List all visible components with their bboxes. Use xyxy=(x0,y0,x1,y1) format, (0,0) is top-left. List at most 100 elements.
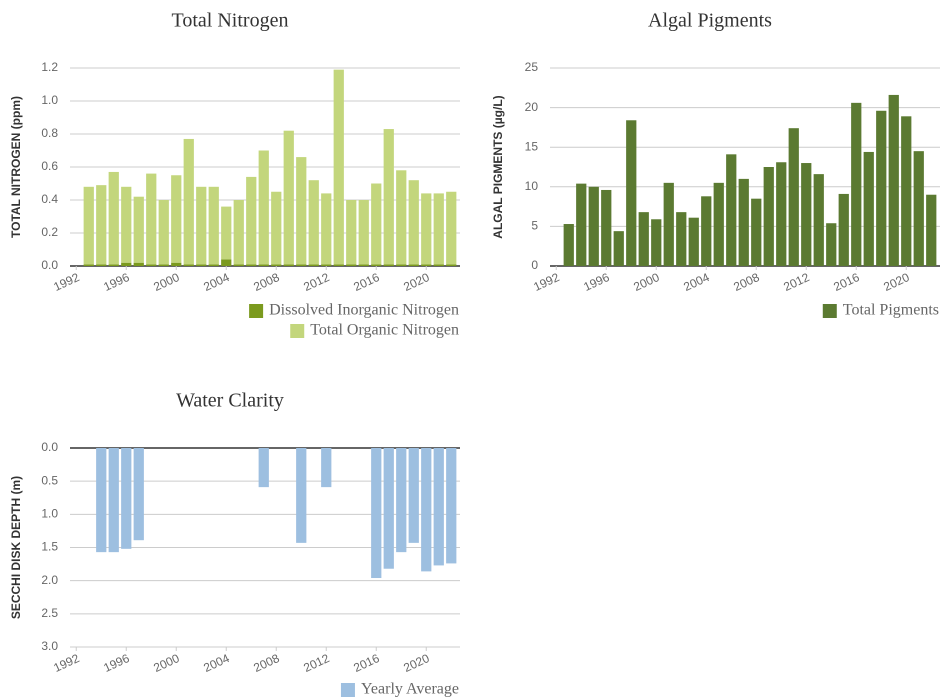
bar xyxy=(121,186,132,263)
x-tick-label: 1992 xyxy=(51,270,81,294)
legend-label: Yearly Average xyxy=(361,681,459,698)
chart-panel: Water Clarity SECCHI DISK DEPTH (m) 0.0 0.5… xyxy=(9,390,460,698)
bar xyxy=(108,171,119,265)
x-tick-label: 1996 xyxy=(581,270,611,294)
bar xyxy=(913,151,924,266)
x-tick-label: 2016 xyxy=(831,270,861,294)
y-tick-label: 0 xyxy=(531,258,538,272)
bar xyxy=(888,94,899,266)
x-tick-label: 2012 xyxy=(301,651,331,675)
bar xyxy=(233,200,244,265)
bar xyxy=(121,262,132,266)
bar xyxy=(751,198,762,266)
bar xyxy=(196,264,207,266)
bar xyxy=(651,219,662,266)
bar xyxy=(308,264,319,266)
legend-swatch xyxy=(249,304,264,318)
y-tick-label: 0.6 xyxy=(41,159,58,173)
chart-panel: Algal Pigments ALGAL PIGMENTS (µg/L) 0 5 10 1… xyxy=(491,10,940,319)
bar xyxy=(371,264,382,266)
x-tick-label: 2000 xyxy=(631,270,661,294)
bar xyxy=(83,186,94,265)
bar xyxy=(321,264,332,266)
bar xyxy=(876,110,887,266)
bar xyxy=(358,264,369,266)
bar xyxy=(146,173,157,265)
bar xyxy=(563,224,574,266)
bar xyxy=(283,264,294,266)
x-tick-label: 1996 xyxy=(101,651,131,675)
bar xyxy=(346,200,357,265)
y-tick-label: 2.5 xyxy=(41,606,58,620)
bar xyxy=(926,194,937,266)
bar xyxy=(408,264,419,266)
bar xyxy=(221,206,232,260)
bar xyxy=(183,264,194,266)
bar xyxy=(121,448,132,549)
y-tick-label: 2.0 xyxy=(41,573,58,587)
x-tick-label: 2004 xyxy=(681,270,711,294)
bar xyxy=(408,448,419,543)
bar xyxy=(133,196,144,263)
bar xyxy=(446,264,457,266)
x-tick-label: 2008 xyxy=(731,270,761,294)
bar xyxy=(183,138,194,265)
bar xyxy=(83,264,94,266)
bar xyxy=(283,130,294,265)
bar xyxy=(333,264,344,266)
bar xyxy=(421,264,432,266)
bar xyxy=(776,162,787,266)
y-tick-label: 1.0 xyxy=(41,93,58,107)
bar xyxy=(433,193,444,265)
bar xyxy=(296,448,307,543)
x-tick-label: 2012 xyxy=(301,270,331,294)
bar xyxy=(421,193,432,265)
bar xyxy=(158,200,169,265)
bar xyxy=(246,264,257,266)
bar xyxy=(296,264,307,266)
bar xyxy=(258,448,269,488)
bar xyxy=(383,129,394,265)
bar xyxy=(663,182,674,266)
bar xyxy=(146,264,157,266)
y-axis-label: ALGAL PIGMENTS (µg/L) xyxy=(491,95,505,238)
bar xyxy=(233,264,244,266)
legend-label: Total Organic Nitrogen xyxy=(310,322,459,339)
y-tick-label: 3.0 xyxy=(41,639,58,653)
x-tick-label: 2008 xyxy=(251,270,281,294)
bar xyxy=(408,180,419,265)
bar xyxy=(171,262,182,266)
chart-panel: Total Nitrogen TOTAL NITROGEN (ppm) 0.0 0.2… xyxy=(9,10,460,339)
x-tick-label: 1992 xyxy=(51,651,81,675)
legend-label: Dissolved Inorganic Nitrogen xyxy=(269,302,459,319)
legend-swatch xyxy=(290,324,305,338)
bar xyxy=(371,183,382,265)
bar xyxy=(321,448,332,488)
bar xyxy=(258,150,269,265)
bar xyxy=(396,264,407,266)
bar xyxy=(358,200,369,265)
y-tick-label: 20 xyxy=(525,100,539,114)
bar xyxy=(738,178,749,266)
bar xyxy=(788,128,799,266)
bar xyxy=(333,69,344,265)
y-tick-label: 1.0 xyxy=(41,507,58,521)
y-tick-label: 1.5 xyxy=(41,540,58,554)
bar xyxy=(626,120,637,266)
y-tick-label: 1.2 xyxy=(41,60,58,74)
legend-label: Total Pigments xyxy=(843,302,939,319)
x-tick-label: 2008 xyxy=(251,651,281,675)
bar xyxy=(433,264,444,266)
bar xyxy=(308,180,319,265)
x-tick-label: 2004 xyxy=(201,651,231,675)
bar xyxy=(763,167,774,266)
bar xyxy=(446,448,457,564)
bar xyxy=(713,182,724,266)
bar xyxy=(108,448,119,553)
bar xyxy=(601,189,612,266)
bar xyxy=(701,196,712,266)
x-tick-label: 1992 xyxy=(531,270,561,294)
bar xyxy=(613,231,624,266)
bar xyxy=(638,212,649,266)
